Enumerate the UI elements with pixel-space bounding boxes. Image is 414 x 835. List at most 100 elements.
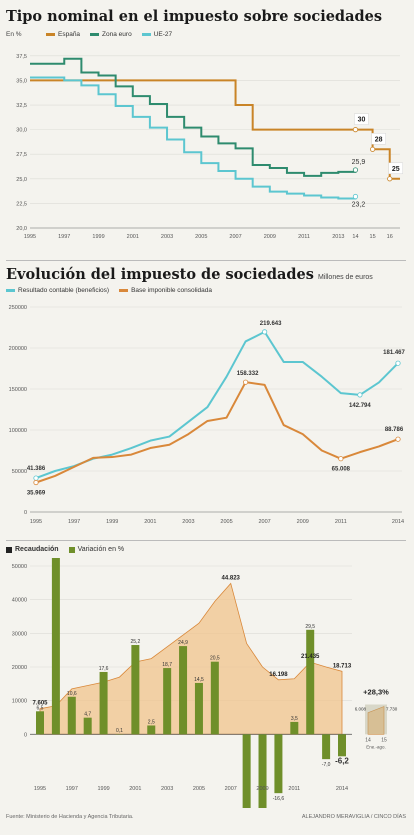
x-tick-label: 2003 bbox=[161, 786, 173, 792]
variation-bar bbox=[290, 721, 299, 735]
data-point bbox=[387, 176, 393, 182]
inset-tick: 14 bbox=[365, 737, 371, 743]
legend-label: Base imponible consolidada bbox=[131, 287, 213, 294]
x-tick-label: 2011 bbox=[335, 519, 347, 525]
y-tick-label: 35,0 bbox=[16, 78, 27, 84]
variation-bar bbox=[258, 734, 267, 808]
chart3-legend: Recaudación Variación en % bbox=[6, 546, 124, 553]
inset-change: +28,3% bbox=[363, 688, 389, 697]
legend-label: UE-27 bbox=[153, 31, 173, 38]
data-label: 25,9 bbox=[352, 159, 366, 166]
y-tick-label: 30,0 bbox=[16, 128, 27, 134]
data-label: 35.969 bbox=[27, 491, 46, 497]
area-label: 21.435 bbox=[301, 654, 320, 660]
bar-label: 6,5 bbox=[37, 705, 44, 711]
x-tick-label: 2007 bbox=[225, 786, 237, 792]
area-label: 44.823 bbox=[222, 575, 241, 581]
area-label: 18.713 bbox=[333, 663, 352, 669]
chart1-legend: España Zona euro UE-27 bbox=[46, 31, 172, 38]
legend-label: España bbox=[58, 31, 81, 38]
label-box bbox=[354, 113, 369, 125]
x-tick-label: 2005 bbox=[195, 234, 207, 240]
legend-item-ue27: UE-27 bbox=[141, 31, 173, 38]
legend-item-zona-euro: Zona euro bbox=[90, 31, 132, 38]
x-tick-label: 2013 bbox=[332, 234, 344, 240]
y-tick-label: 30000 bbox=[12, 631, 27, 637]
x-tick-label: 2009 bbox=[264, 234, 276, 240]
inset-caption: Ene.-ago. bbox=[366, 744, 386, 749]
bar-label: 10,6 bbox=[67, 691, 77, 697]
legend-item-base: Base imponible consolidada bbox=[119, 287, 212, 294]
y-tick-label: 20000 bbox=[12, 665, 27, 671]
bar-label: 20,5 bbox=[210, 656, 220, 662]
chart2-legend: Resultado contable (beneficios) Base imp… bbox=[6, 287, 212, 294]
data-point bbox=[352, 127, 359, 133]
credit: ALEJANDRO MERAVIGLIA / CINCO DÍAS bbox=[301, 814, 406, 820]
variation-bar bbox=[67, 696, 76, 735]
series-line bbox=[30, 57, 357, 177]
chart3-recaudacion: 010000200003000040000500006,557,510,64,7… bbox=[12, 558, 398, 808]
bar-label: 24,9 bbox=[178, 640, 188, 646]
y-tick-label: 100000 bbox=[9, 428, 27, 434]
data-label: 28 bbox=[375, 136, 383, 143]
chart1-unit: En % bbox=[6, 31, 22, 38]
data-label: 219.643 bbox=[260, 321, 282, 327]
x-tick-label: 1995 bbox=[30, 519, 42, 525]
data-point bbox=[369, 146, 376, 152]
recaudacion-area bbox=[39, 582, 343, 735]
data-point bbox=[33, 479, 39, 486]
inset-value: 7.730 bbox=[386, 707, 398, 712]
legend-item-variacion: Variación en % bbox=[68, 546, 124, 553]
legend-item-espana: España bbox=[46, 31, 80, 38]
inset-bar bbox=[365, 704, 387, 735]
variation-bar bbox=[194, 682, 203, 735]
chart1-title: Tipo nominal en el impuesto sobre socied… bbox=[6, 8, 382, 25]
data-label: 181.467 bbox=[383, 350, 405, 356]
x-tick-label: 1997 bbox=[66, 786, 78, 792]
variation-bar bbox=[83, 717, 92, 735]
y-tick-label: 50000 bbox=[12, 564, 27, 570]
variation-bar bbox=[51, 558, 60, 735]
data-point bbox=[395, 436, 401, 442]
inset-area bbox=[367, 706, 385, 735]
data-label: 65.008 bbox=[332, 467, 351, 473]
x-tick-label: 1995 bbox=[34, 786, 46, 792]
x-tick-label: 2007 bbox=[229, 234, 241, 240]
y-tick-label: 20,0 bbox=[16, 226, 27, 232]
x-tick-label: 1999 bbox=[92, 234, 104, 240]
y-tick-label: 250000 bbox=[9, 305, 27, 311]
area-label: 16.198 bbox=[269, 672, 288, 678]
data-label: 30 bbox=[358, 117, 366, 124]
inset-value: 6.008 bbox=[355, 707, 367, 712]
y-tick-label: 32,5 bbox=[16, 103, 27, 109]
series-line bbox=[30, 76, 357, 200]
series-line bbox=[30, 79, 400, 180]
bar-label: 29,5 bbox=[305, 624, 315, 630]
y-tick-label: 0 bbox=[24, 732, 27, 738]
chart2-title-row: Evolución del impuesto de sociedades Mill… bbox=[6, 266, 373, 283]
legend-label: Zona euro bbox=[102, 31, 132, 38]
y-tick-label: 150000 bbox=[9, 387, 27, 393]
variation-bar bbox=[99, 671, 108, 735]
x-tick-label: 15 bbox=[370, 234, 376, 240]
bar-label: 4,7 bbox=[84, 712, 91, 718]
y-tick-label: 22,5 bbox=[16, 201, 27, 207]
x-tick-label: 2005 bbox=[220, 519, 232, 525]
y-tick-label: 37,5 bbox=[16, 54, 27, 60]
data-label: 41.386 bbox=[27, 466, 46, 472]
variation-bar bbox=[179, 646, 188, 735]
bar-label: 0,1 bbox=[116, 728, 123, 734]
x-tick-label: 2007 bbox=[259, 519, 271, 525]
data-point bbox=[352, 193, 359, 200]
y-tick-label: 50000 bbox=[12, 469, 27, 475]
x-tick-label: 1995 bbox=[24, 234, 36, 240]
series-line bbox=[35, 381, 399, 484]
inset-tick: 15 bbox=[381, 737, 387, 743]
data-point bbox=[242, 379, 249, 385]
bar-label: 18,7 bbox=[162, 662, 172, 668]
data-label: 88.786 bbox=[385, 427, 404, 433]
x-tick-label: 2014 bbox=[336, 786, 348, 792]
chart1-tipo-nominal: 20,0 22,5 25,0 27,5 30,0 32,5 35,0 37,5 1995 1997… bbox=[16, 54, 403, 240]
chart2-evolucion: 0 50000 100000 150000 200000 250000 1995 1997 19… bbox=[9, 305, 406, 525]
y-tick-label: 10000 bbox=[12, 699, 27, 705]
